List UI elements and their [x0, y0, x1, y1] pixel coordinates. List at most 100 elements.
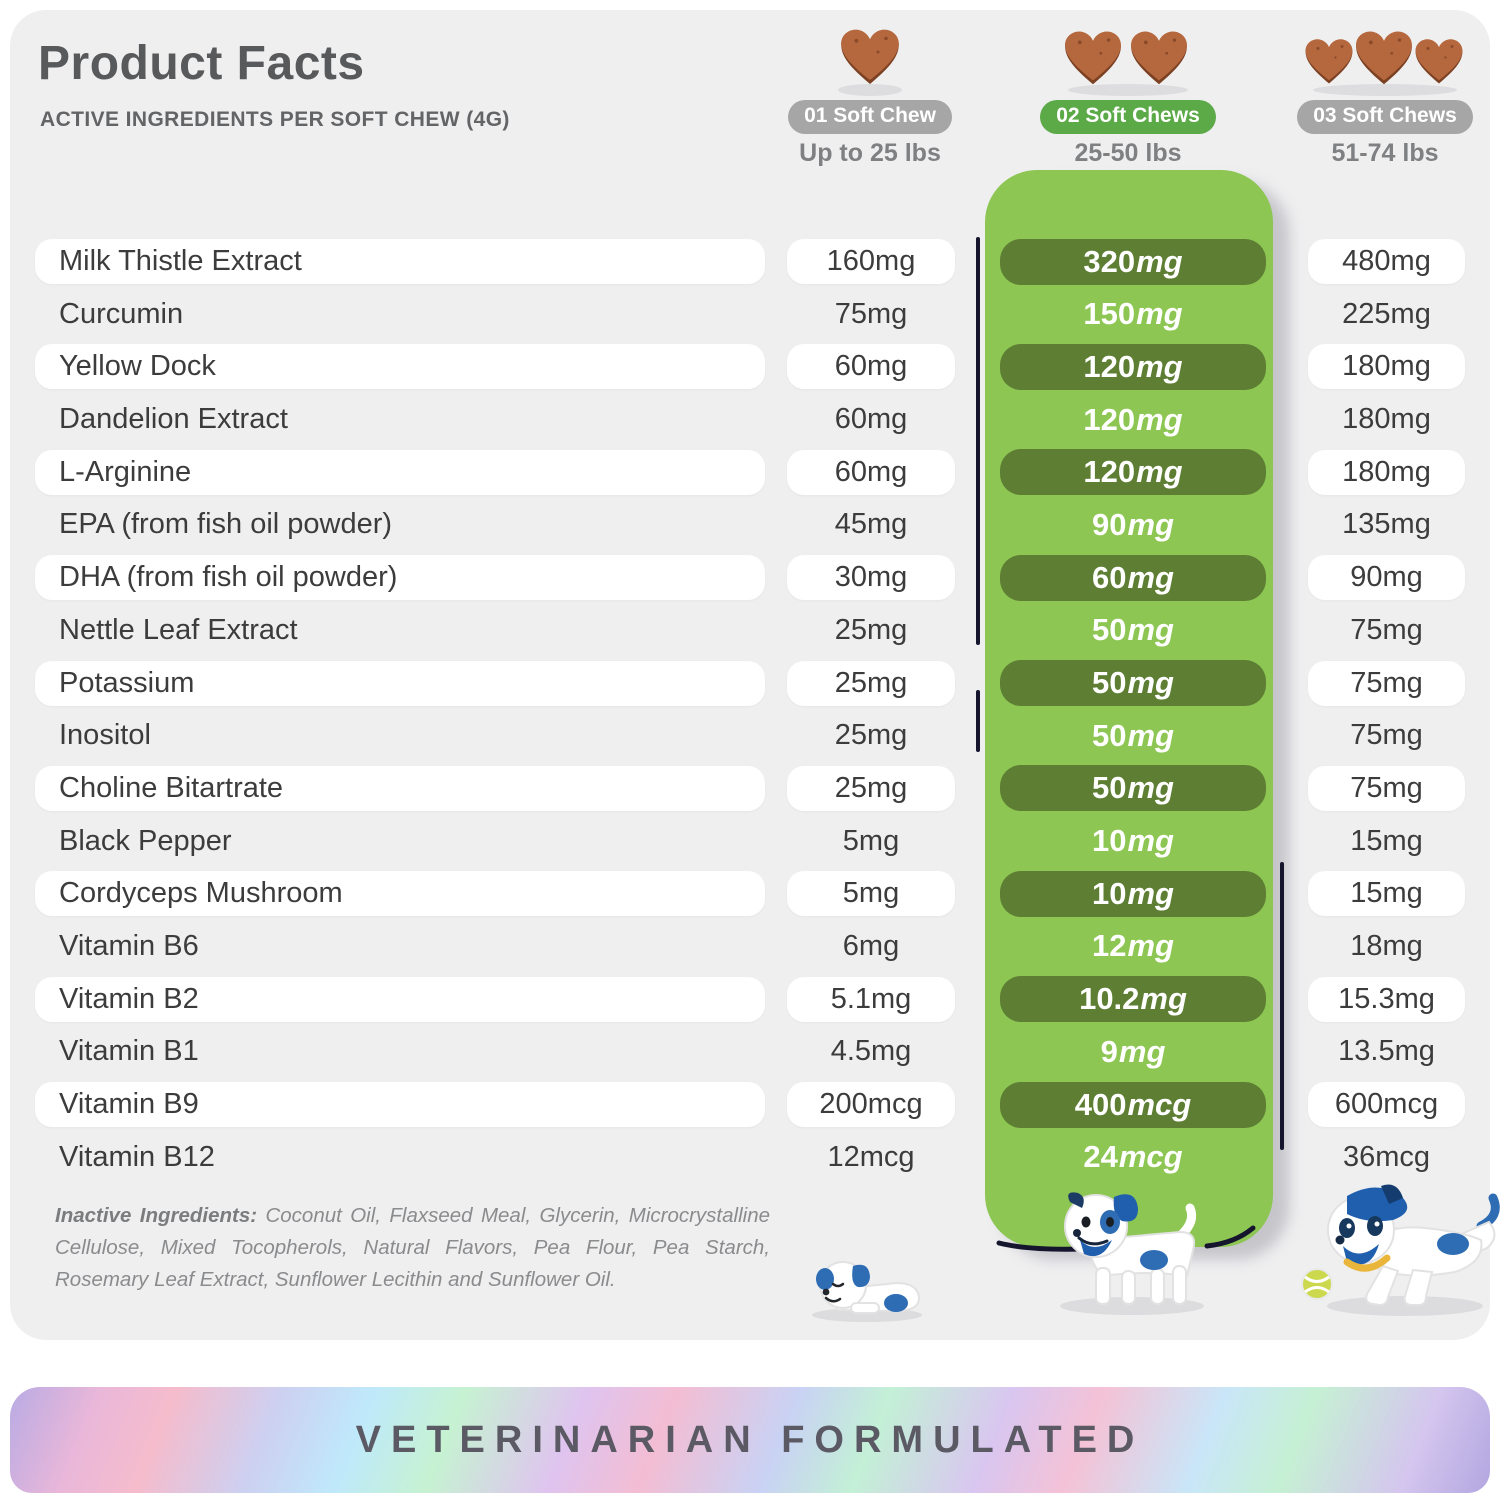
ingredient-name: EPA (from fish oil powder): [59, 508, 393, 541]
dose-2-chews: 24 mcg: [1083, 1139, 1183, 1175]
table-row: Vitamin B2 5.1mg 10.2 mg 15.3mg: [35, 973, 1465, 1026]
ingredient-name: Vitamin B9: [35, 1082, 765, 1127]
dose-3-chews: 600mcg: [1308, 1082, 1465, 1127]
dose-1-chew: 25mg: [787, 765, 955, 811]
dose-2-chews: 12 mg: [1092, 928, 1174, 964]
dose-2-chews: 50 mg: [1092, 612, 1174, 648]
ingredient-name: Cordyceps Mushroom: [35, 871, 765, 917]
ingredient-name: Nettle Leaf Extract: [59, 613, 298, 646]
ingredient-name: Milk Thistle Extract: [35, 239, 765, 284]
table-row: DHA (from fish oil powder) 30mg 60 mg 90m…: [35, 551, 1465, 604]
table-row: Black Pepper 5mg 10 mg 15mg: [35, 815, 1465, 868]
weight-range-label: Up to 25 lbs: [799, 139, 941, 167]
dose-2-chews: 120 mg: [1083, 401, 1183, 437]
dose-2-chews: 10.2 mg: [993, 976, 1273, 1023]
ingredient-table: Milk Thistle Extract 160mg 320 mg 480mg C…: [35, 235, 1465, 1183]
ingredient-name: Vitamin B1: [59, 1035, 199, 1068]
inactive-ingredients-label: Inactive Ingredients:: [55, 1204, 258, 1227]
dose-1-chew: 12mcg: [827, 1140, 915, 1173]
dose-1-chew: 5mg: [842, 824, 900, 857]
veterinarian-formulated-banner: VETERINARIAN FORMULATED: [10, 1387, 1490, 1493]
table-row: Vitamin B6 6mg 12 mg 18mg: [35, 920, 1465, 973]
page-subtitle: ACTIVE INGREDIENTS PER SOFT CHEW (4G): [40, 108, 510, 131]
ingredient-name: Inositol: [59, 719, 151, 752]
sketch-line-left: [976, 237, 980, 645]
dose-1-chew: 25mg: [834, 613, 908, 646]
table-row: Curcumin 75mg 150 mg 225mg: [35, 288, 1465, 341]
dose-1-chew: 5mg: [787, 871, 955, 917]
ingredient-name: Curcumin: [59, 297, 184, 330]
dose-1-chew: 60mg: [787, 449, 955, 495]
chew-count-badge: 03 Soft Chews: [1297, 100, 1473, 134]
table-row: Vitamin B9 200mcg 400 mcg 600mcg: [35, 1078, 1465, 1131]
heart-chew-icon: [1265, 24, 1500, 98]
dose-1-chew: 45mg: [834, 508, 908, 541]
heart-chew-icon: [1008, 24, 1248, 98]
dose-1-chew: 75mg: [834, 297, 908, 330]
ingredient-name: Vitamin B2: [35, 976, 765, 1022]
dose-3-chews: 75mg: [1308, 660, 1465, 706]
banner-text: VETERINARIAN FORMULATED: [355, 1418, 1145, 1461]
table-row: Cordyceps Mushroom 5mg 10 mg 15mg: [35, 867, 1465, 920]
dog-large-illustration: [1285, 1178, 1500, 1318]
weight-range-label: 25-50 lbs: [1074, 139, 1182, 167]
ingredient-name: DHA (from fish oil powder): [35, 555, 765, 601]
table-row: Vitamin B12 12mcg 24 mcg 36mcg: [35, 1131, 1465, 1184]
ingredient-name: Yellow Dock: [35, 344, 765, 390]
table-row: L-Arginine 60mg 120 mg 180mg: [35, 446, 1465, 499]
dose-2-chews: 400 mcg: [993, 1081, 1273, 1128]
dose-2-chews: 320 mg: [993, 238, 1273, 285]
dose-3-chews: 15mg: [1350, 824, 1423, 857]
table-row: EPA (from fish oil powder) 45mg 90 mg 135…: [35, 498, 1465, 551]
dose-1-chew: 6mg: [842, 929, 900, 962]
dose-3-chews: 180mg: [1308, 344, 1465, 390]
dose-1-chew: 160mg: [787, 239, 955, 284]
table-row: Potassium 25mg 50 mg 75mg: [35, 657, 1465, 710]
dose-1-chew: 4.5mg: [830, 1035, 912, 1068]
dose-1-chew: 5.1mg: [787, 976, 955, 1022]
dose-2-chews: 150 mg: [1083, 296, 1183, 332]
dose-2-chews: 10 mg: [1092, 823, 1174, 859]
dose-1-chew: 25mg: [834, 719, 908, 752]
dose-3-chews: 180mg: [1342, 403, 1431, 436]
table-row: Nettle Leaf Extract 25mg 50 mg 75mg: [35, 604, 1465, 657]
dose-3-chews: 75mg: [1308, 765, 1465, 811]
dose-2-chews: 120 mg: [993, 343, 1273, 390]
sketch-line-left: [976, 690, 980, 752]
serving-column-1: 01 Soft Chew Up to 25 lbs: [750, 24, 990, 168]
puppy-small-illustration: [795, 1240, 945, 1325]
dose-1-chew: 60mg: [834, 403, 908, 436]
serving-column-3: 03 Soft Chews 51-74 lbs: [1265, 24, 1500, 168]
table-row: Milk Thistle Extract 160mg 320 mg 480mg: [35, 235, 1465, 288]
dog-medium-illustration: [1030, 1182, 1240, 1317]
dose-2-chews: 60 mg: [993, 554, 1273, 601]
dose-3-chews: 225mg: [1342, 297, 1431, 330]
chew-count-badge: 02 Soft Chews: [1040, 100, 1216, 134]
dose-3-chews: 75mg: [1350, 719, 1423, 752]
dose-3-chews: 180mg: [1308, 449, 1465, 495]
table-row: Inositol 25mg 50 mg 75mg: [35, 709, 1465, 762]
dose-2-chews: 10 mg: [993, 870, 1273, 917]
dose-2-chews: 9 mg: [1100, 1033, 1166, 1069]
heart-chew-icon: [750, 24, 990, 98]
dose-2-chews: 90 mg: [1092, 506, 1174, 542]
table-row: Choline Bitartrate 25mg 50 mg 75mg: [35, 762, 1465, 815]
serving-column-2: 02 Soft Chews 25-50 lbs: [1008, 24, 1248, 168]
dose-1-chew: 25mg: [787, 660, 955, 706]
ingredient-name: Vitamin B6: [59, 929, 199, 962]
dose-3-chews: 18mg: [1350, 929, 1423, 962]
ingredient-name: Choline Bitartrate: [35, 765, 765, 811]
inactive-ingredients: Inactive Ingredients: Coconut Oil, Flaxs…: [55, 1200, 770, 1295]
dose-1-chew: 60mg: [787, 344, 955, 390]
ingredient-name: Black Pepper: [59, 824, 232, 857]
table-row: Yellow Dock 60mg 120 mg 180mg: [35, 340, 1465, 393]
dose-2-chews: 50 mg: [993, 765, 1273, 812]
chew-count-badge: 01 Soft Chew: [788, 100, 952, 134]
sketch-line-right: [1280, 862, 1284, 1150]
dose-2-chews: 120 mg: [993, 449, 1273, 496]
dose-3-chews: 75mg: [1350, 613, 1423, 646]
dose-3-chews: 13.5mg: [1338, 1035, 1435, 1068]
ingredient-name: Vitamin B12: [59, 1140, 215, 1173]
table-row: Vitamin B1 4.5mg 9 mg 13.5mg: [35, 1025, 1465, 1078]
